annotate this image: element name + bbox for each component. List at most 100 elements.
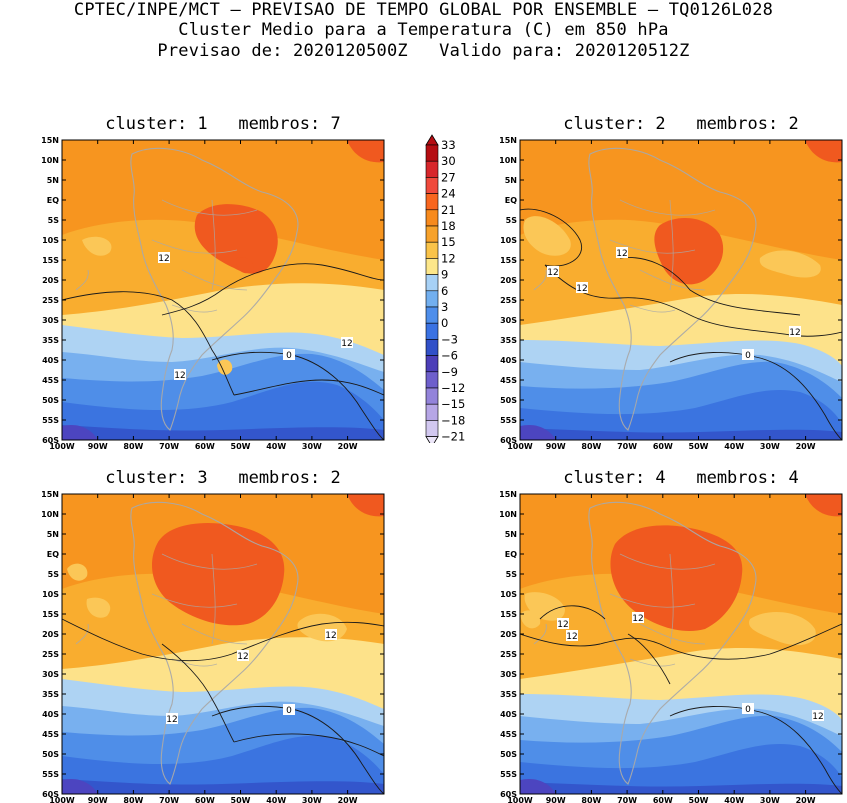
lat-label: 20S: [500, 276, 517, 285]
colorbar-swatch: [425, 241, 439, 259]
contour-label-box: [576, 282, 588, 293]
panel-title: cluster: 2 membros: 2: [563, 114, 799, 134]
colorbar-tick-label: 21: [441, 203, 456, 217]
warm-spot: [749, 611, 816, 646]
temperature-band-tm3: [62, 735, 384, 794]
lon-label: 100W: [49, 796, 75, 803]
lon-label: 90W: [546, 796, 566, 803]
lat-label: 40S: [500, 356, 517, 365]
lon-label: 100W: [507, 796, 533, 803]
lat-label: 25S: [500, 650, 517, 659]
contour-label: 12: [566, 632, 577, 642]
country-border: [181, 269, 248, 291]
contour-line: [233, 733, 384, 757]
colorbar-tick-label: 24: [441, 187, 456, 201]
contour-line: [62, 618, 384, 662]
lat-label: 10S: [500, 236, 517, 245]
lon-label: 80W: [123, 442, 143, 451]
map-panel-cluster-2: cluster: 2 membros: 2 12 12 12 12 0 15N 10N 5N E…: [499, 114, 843, 451]
contour-line: [211, 705, 384, 794]
lat-label: 55S: [42, 770, 59, 779]
lat-label: 45S: [500, 376, 517, 385]
lon-label: 70W: [617, 442, 637, 451]
colorbar-tick-label: 33: [441, 138, 456, 152]
map-frame: [519, 493, 843, 795]
colorbar-swatch: [425, 322, 439, 340]
temperature-band-tm3: [520, 390, 842, 440]
warm-core: [152, 523, 285, 626]
contour-line: [161, 643, 235, 743]
country-border: [619, 553, 716, 570]
warm-corner: [805, 494, 842, 517]
lat-label: 40S: [42, 710, 59, 719]
island-outline: [533, 269, 547, 291]
lat-label: 50S: [42, 750, 59, 759]
colorbar-swatch: [425, 420, 439, 437]
country-border: [211, 199, 216, 291]
lat-label: 45S: [42, 376, 59, 385]
contour-label: 12: [576, 284, 587, 294]
lat-label: 15S: [42, 256, 59, 265]
lon-label: 60W: [195, 796, 215, 803]
contour-label-box: [341, 337, 353, 348]
lat-label: 50S: [500, 396, 517, 405]
lat-label: 20S: [42, 276, 59, 285]
warm-core-2: [236, 257, 254, 274]
lat-label: 15N: [499, 136, 517, 145]
map-svg: 12 12 12 12 0 15N 10N 5N EQ 5S 10S 15S 20S 25S 30S 35S 4…: [499, 136, 843, 451]
country-border: [639, 623, 706, 645]
temperature-band-tm3: [62, 381, 384, 440]
map-svg: 12 12 12 12 0 15N 10N 5N EQ 5S 10S 15S 20S 25S 30S 35S 4…: [499, 490, 843, 803]
contour-label-box: [166, 713, 178, 724]
map-frame: [61, 139, 385, 441]
lat-label: 5S: [506, 570, 518, 579]
temperature-field: 12 12 12 0: [62, 140, 384, 440]
country-border: [181, 623, 248, 645]
lon-label: 70W: [617, 796, 637, 803]
contour-label: 12: [789, 328, 800, 338]
colorbar-tick-label: −15: [441, 397, 465, 411]
contour-label-box: [566, 630, 578, 641]
map-frame: [61, 493, 385, 795]
country-border: [161, 199, 258, 216]
temperature-field: 12 12 12 0: [62, 494, 384, 794]
temperature-band-tm6: [62, 425, 384, 440]
colorbar-tick-label: 3: [441, 300, 448, 314]
lon-label: 60W: [653, 796, 673, 803]
colorbar-swatch: [425, 177, 439, 194]
lon-label: 30W: [302, 796, 322, 803]
warm-tropics: [520, 140, 842, 260]
contour-label-box: [616, 247, 628, 258]
lat-label: EQ: [47, 550, 59, 559]
contour-label-box: [742, 349, 754, 360]
contour-line: [669, 706, 842, 794]
lat-label: 40S: [42, 356, 59, 365]
contour-label: 0: [286, 351, 292, 361]
contour-label: 12: [237, 652, 248, 662]
lat-label: 5S: [48, 216, 60, 225]
lat-label: 45S: [42, 730, 59, 739]
contour-label: 12: [547, 268, 558, 278]
lon-label: 20W: [796, 796, 816, 803]
temperature-band-tm6: [520, 782, 842, 794]
lat-label: 15N: [499, 490, 517, 499]
lat-label: 5N: [505, 176, 517, 185]
contour-label: 12: [325, 631, 336, 641]
contour-label: 12: [166, 715, 177, 725]
lon-label: 40W: [266, 796, 286, 803]
colorbar-tick-label: −21: [441, 430, 465, 443]
lon-label: 70W: [159, 796, 179, 803]
lon-label: 60W: [653, 442, 673, 451]
lat-label: 50S: [42, 396, 59, 405]
lat-label: 25S: [42, 296, 59, 305]
country-border: [619, 199, 716, 216]
lat-label: 15S: [42, 610, 59, 619]
island-outline: [75, 269, 89, 291]
colorbar-swatch: [425, 209, 439, 227]
lat-label: 25S: [500, 296, 517, 305]
lon-label: 80W: [123, 796, 143, 803]
colorbar-swatch: [425, 144, 439, 162]
map-svg: 12 12 12 0 15N 10N 5N EQ 5S 10S 15S 20S 25S 30S 35S 40S…: [41, 490, 385, 803]
panel-title: cluster: 3 membros: 2: [105, 468, 341, 488]
